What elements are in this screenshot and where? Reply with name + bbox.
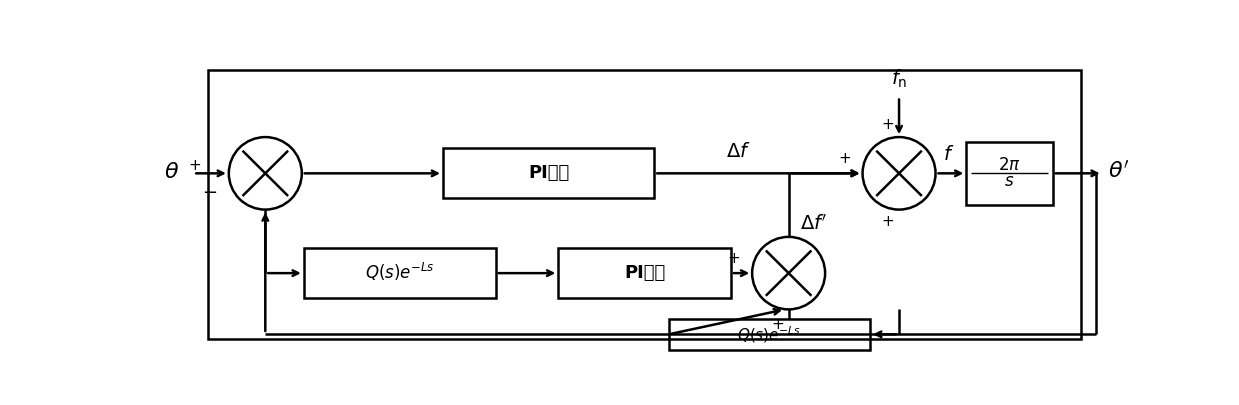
Text: $\Delta f$: $\Delta f$ bbox=[726, 142, 751, 161]
Text: +: + bbox=[882, 117, 895, 132]
Text: PI控制: PI控制 bbox=[528, 164, 569, 182]
Text: +: + bbox=[882, 214, 895, 229]
Text: $f$: $f$ bbox=[943, 145, 954, 164]
Text: $Q(s)e^{-Ls}$: $Q(s)e^{-Ls}$ bbox=[737, 324, 802, 345]
Text: $2\pi$: $2\pi$ bbox=[999, 157, 1021, 174]
Text: $\Delta f'$: $\Delta f'$ bbox=[800, 213, 828, 233]
Text: $Q(s)e^{-Ls}$: $Q(s)e^{-Ls}$ bbox=[364, 260, 435, 283]
Text: $s$: $s$ bbox=[1005, 173, 1015, 190]
Bar bbox=[558, 248, 731, 298]
Text: +: + bbox=[727, 251, 741, 266]
Bar bbox=[669, 319, 870, 350]
Text: $-$: $-$ bbox=[202, 183, 217, 200]
Text: +: + bbox=[839, 151, 851, 166]
Text: +: + bbox=[772, 317, 784, 332]
Text: $\theta'$: $\theta'$ bbox=[1109, 161, 1130, 183]
Text: PI控制: PI控制 bbox=[624, 264, 665, 282]
Bar bbox=[444, 148, 654, 198]
Text: $+$: $+$ bbox=[188, 158, 202, 173]
Bar bbox=[208, 70, 1082, 339]
Text: $\theta$: $\theta$ bbox=[164, 161, 178, 183]
Text: $f_{\rm n}$: $f_{\rm n}$ bbox=[891, 68, 907, 90]
Bar bbox=[304, 248, 496, 298]
Bar bbox=[966, 142, 1053, 205]
